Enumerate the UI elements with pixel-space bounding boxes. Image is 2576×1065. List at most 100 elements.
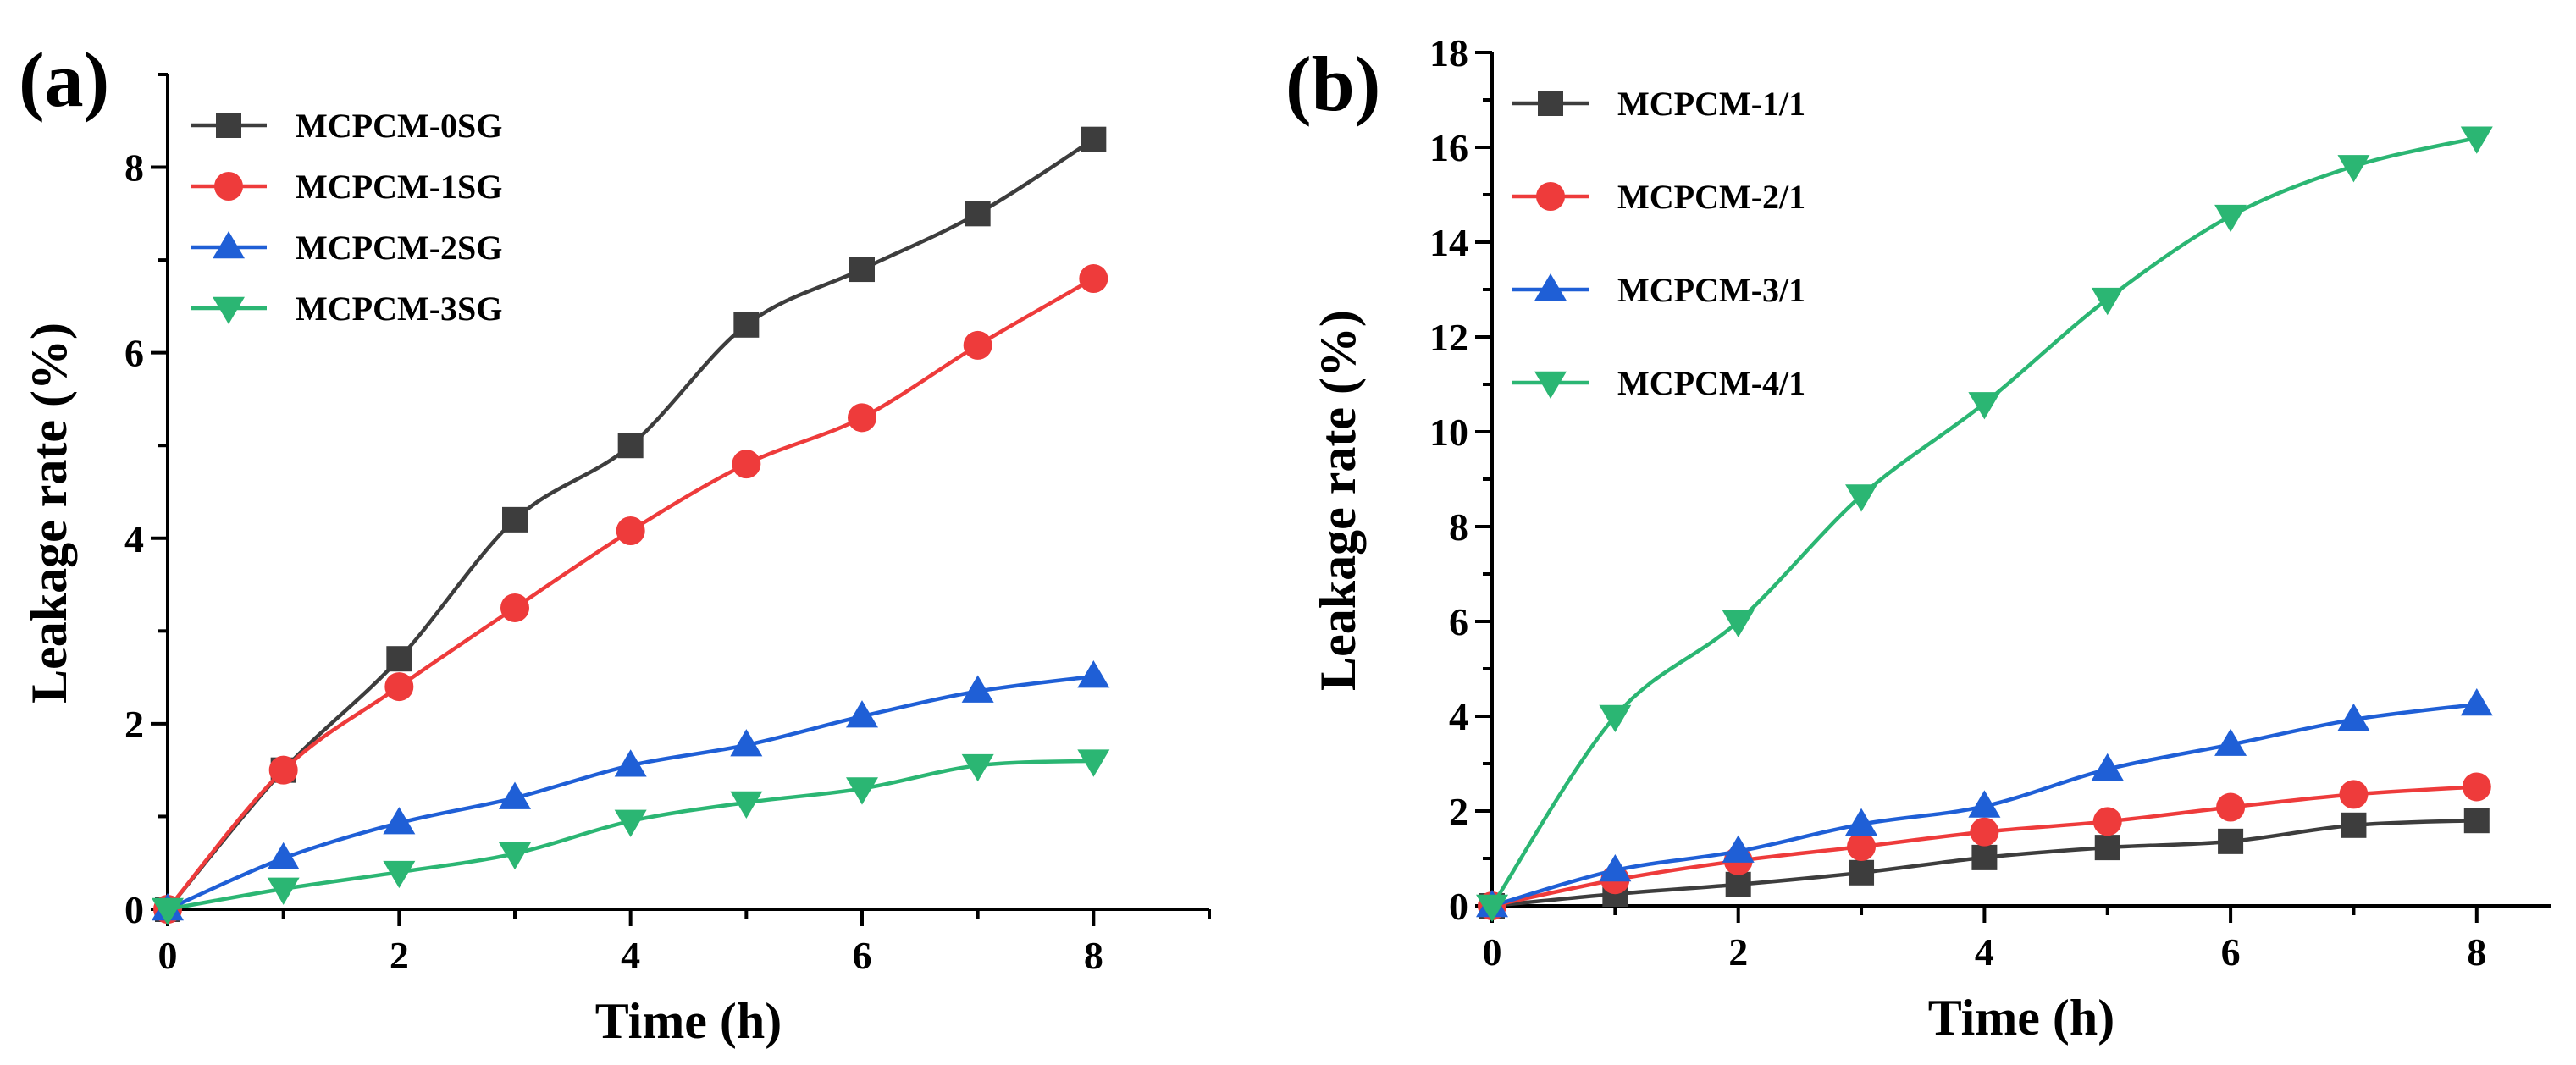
- data-point-1-8: [2462, 772, 2491, 802]
- data-point-2-3: [499, 781, 531, 809]
- data-point-2-7: [2337, 703, 2370, 731]
- data-point-0-6: [849, 257, 875, 283]
- legend-marker: [213, 296, 245, 324]
- data-point-3-0: [1476, 894, 1508, 922]
- legend-marker: [1534, 371, 1567, 399]
- legend-marker: [1534, 273, 1567, 301]
- data-point-1-2: [384, 672, 414, 702]
- chart-panel-b: 0 2 4 6 8 0 2 4 6 8 10 12 14 16 18 Time (h) Leakage rate…: [1285, 31, 2551, 1046]
- data-point-2-2: [383, 807, 416, 835]
- x-tick-label: 4: [621, 934, 640, 977]
- data-point-2-8: [2460, 688, 2493, 716]
- x-tick-label: 6: [2221, 930, 2241, 974]
- chart-panel-a: 0 2 4 6 8 0 2 4 6 8 Time (h) Leakage rate (%) (a) MCP…: [19, 36, 1211, 1049]
- data-point-3-2: [1722, 610, 1755, 637]
- y-tick-label: 4: [124, 517, 144, 560]
- data-point-1-8: [1079, 264, 1108, 294]
- data-point-0-4: [1971, 844, 1998, 870]
- data-point-3-4: [1968, 392, 2001, 420]
- y-tick-label: 8: [1449, 505, 1468, 549]
- x-tick-label: 8: [1084, 934, 1103, 977]
- data-point-0-2: [1725, 871, 1751, 897]
- data-point-2-5: [730, 729, 763, 757]
- legend-label: MCPCM-3SG: [296, 290, 502, 328]
- legend-label: MCPCM-0SG: [296, 107, 502, 145]
- y-axis-title: Leakage rate (%): [1310, 310, 1366, 691]
- legend-marker: [213, 231, 245, 259]
- legend-label: MCPCM-1/1: [1617, 85, 1805, 123]
- data-point-3-0: [152, 897, 184, 925]
- data-point-3-2: [383, 860, 416, 889]
- data-point-3-7: [961, 753, 994, 782]
- y-tick-label: 0: [124, 888, 144, 931]
- series-line-2: [167, 674, 1094, 912]
- data-point-3-6: [2214, 204, 2247, 233]
- y-tick-label: 14: [1429, 221, 1468, 264]
- data-point-1-6: [848, 403, 876, 433]
- data-point-1-3: [500, 593, 529, 622]
- data-point-1-7: [2339, 780, 2369, 809]
- data-point-0-8: [1081, 126, 1107, 152]
- data-point-3-4: [614, 809, 647, 837]
- data-point-1-1: [268, 755, 298, 785]
- y-tick-label: 18: [1429, 31, 1468, 74]
- data-point-0-2: [386, 646, 412, 672]
- data-point-0-4: [617, 433, 644, 459]
- data-point-3-3: [499, 842, 531, 870]
- data-point-0-7: [965, 201, 991, 227]
- data-point-2-1: [267, 842, 300, 870]
- series-line-3: [1490, 135, 2478, 908]
- x-tick-label: 0: [1483, 930, 1502, 974]
- legend-marker: [216, 113, 241, 138]
- data-point-3-5: [2091, 287, 2124, 316]
- y-tick-label: 10: [1429, 411, 1468, 454]
- legend-label: MCPCM-4/1: [1617, 364, 1805, 402]
- legend-marker: [214, 172, 243, 201]
- y-tick-label: 6: [124, 332, 144, 375]
- y-tick-label: 4: [1449, 695, 1468, 738]
- y-tick-label: 12: [1429, 316, 1468, 359]
- data-point-0-3: [502, 506, 528, 532]
- data-point-3-5: [730, 791, 763, 819]
- y-tick-label: 6: [1449, 600, 1468, 643]
- data-point-1-5: [732, 450, 761, 479]
- data-point-2-1: [1599, 854, 1632, 882]
- data-point-3-3: [1845, 484, 1878, 512]
- x-tick-label: 6: [853, 934, 872, 977]
- y-tick-label: 2: [124, 703, 144, 746]
- data-point-3-7: [2337, 155, 2370, 183]
- data-point-3-1: [267, 877, 300, 905]
- data-point-3-8: [1077, 749, 1110, 777]
- data-point-1-4: [616, 516, 645, 546]
- data-point-1-5: [2092, 807, 2122, 836]
- x-tick-label: 2: [390, 934, 409, 977]
- x-axis-title: Time (h): [595, 993, 782, 1049]
- data-point-2-3: [1845, 808, 1878, 836]
- x-tick-label: 4: [1975, 930, 1994, 974]
- y-tick-label: 16: [1429, 126, 1468, 169]
- data-point-0-8: [2463, 808, 2490, 834]
- data-point-1-3: [1847, 832, 1877, 861]
- legend-label: MCPCM-2/1: [1617, 178, 1805, 216]
- y-tick-label: 8: [124, 146, 144, 190]
- data-point-2-6: [846, 700, 878, 728]
- legend-label: MCPCM-2SG: [296, 229, 502, 267]
- legend: MCPCM-0SG MCPCM-1SG MCPCM-2SG MCPCM-3SG: [191, 107, 502, 328]
- data-point-2-5: [2091, 753, 2124, 781]
- legend-marker: [1538, 91, 1563, 116]
- data-point-0-3: [1849, 859, 1875, 886]
- data-point-3-6: [846, 777, 878, 805]
- x-tick-label: 0: [158, 934, 178, 977]
- y-tick-label: 0: [1449, 885, 1468, 928]
- data-point-2-4: [1968, 790, 2001, 818]
- data-point-0-6: [2218, 828, 2244, 854]
- panel-label: (a): [19, 36, 109, 123]
- data-point-3-8: [2460, 126, 2493, 154]
- y-axis-title: Leakage rate (%): [21, 323, 77, 704]
- legend-label: MCPCM-1SG: [296, 168, 502, 206]
- data-point-2-7: [961, 675, 994, 703]
- legend-marker: [1536, 182, 1565, 211]
- data-point-3-1: [1599, 704, 1632, 732]
- data-point-2-4: [614, 749, 647, 777]
- data-point-1-6: [2216, 792, 2246, 822]
